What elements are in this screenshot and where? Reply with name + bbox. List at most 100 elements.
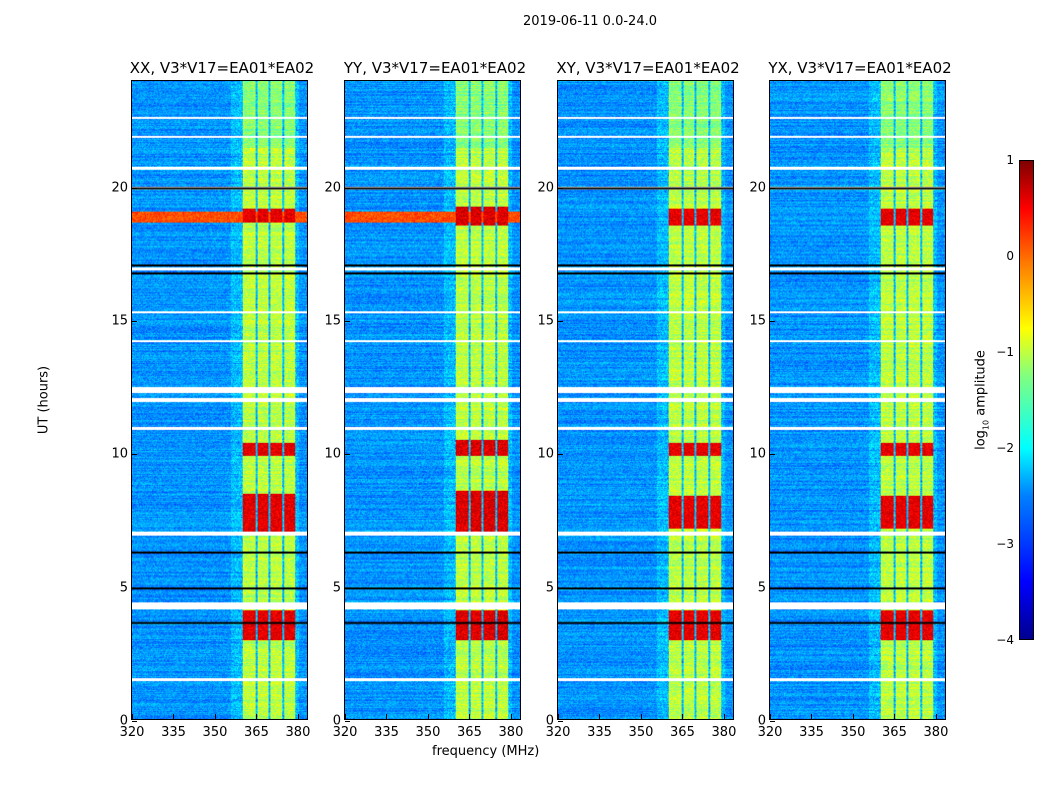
x-tick: [640, 714, 642, 719]
y-tick-label: 20: [324, 180, 341, 196]
y-tick: [132, 587, 137, 589]
x-tick: [469, 714, 471, 719]
x-tick-label: 335: [161, 725, 186, 740]
y-tick: [558, 587, 563, 589]
y-tick-label: 15: [324, 313, 341, 329]
x-tick: [297, 714, 299, 719]
y-tick-label: 20: [749, 180, 766, 196]
y-tick-label: 0: [119, 713, 128, 729]
y-tick: [558, 187, 563, 189]
x-tick: [935, 714, 937, 719]
panel-title: XX, V3*V17=EA01*EA02: [129, 59, 315, 77]
x-axis-label: frequency (MHz): [432, 744, 540, 759]
x-tick-label: 350: [628, 725, 654, 740]
spectrogram-panel: YX, V3*V17=EA01*EA02 0 5 10 15 20 320 335 350 365…: [749, 59, 951, 740]
x-tick-label: 380: [285, 725, 311, 740]
colorbar-tick-label: −1: [996, 345, 1014, 359]
x-tick-label: 350: [415, 725, 441, 740]
x-tick-label: 350: [202, 725, 228, 740]
x-tick-label: 335: [374, 725, 399, 740]
y-tick-label: 5: [332, 580, 341, 596]
y-axis-label: UT (hours): [36, 365, 52, 435]
x-tick: [510, 714, 512, 719]
y-tick-label: 20: [537, 180, 554, 196]
colorbar-tick-label: 0: [1006, 249, 1014, 263]
y-tick-label: 0: [332, 713, 341, 729]
x-tick: [599, 714, 601, 719]
y-tick-label: 10: [749, 446, 766, 462]
x-tick-label: 320: [119, 725, 145, 740]
y-tick-label: 5: [119, 580, 128, 596]
y-tick: [345, 187, 350, 189]
x-tick: [682, 714, 684, 719]
heatmap-image: [132, 81, 307, 719]
panel-title: YY, V3*V17=EA01*EA02: [343, 59, 527, 77]
heatmap-image: [770, 81, 945, 719]
y-tick-label: 0: [757, 713, 766, 729]
x-tick: [256, 714, 258, 719]
x-tick-label: 320: [757, 725, 783, 740]
x-tick: [770, 714, 771, 719]
x-tick-label: 365: [244, 725, 269, 740]
y-tick: [132, 187, 137, 189]
colorbar: [1019, 160, 1034, 640]
colorbar-label: log10 amplitude: [973, 350, 991, 450]
y-tick: [770, 187, 775, 189]
y-tick: [558, 454, 563, 456]
x-tick: [558, 714, 559, 719]
figure-title: 2019-06-11 0.0-24.0: [523, 14, 657, 29]
x-tick: [345, 714, 346, 719]
y-tick-label: 20: [111, 180, 128, 196]
x-tick: [811, 714, 813, 719]
y-tick: [345, 587, 350, 589]
y-tick-label: 10: [111, 446, 128, 462]
y-tick: [770, 321, 775, 322]
x-tick-label: 380: [711, 725, 737, 740]
spectrogram-panel: XX, V3*V17=EA01*EA02 0 5 10 15 20 320 335 350 365…: [111, 59, 314, 740]
y-tick-label: 0: [545, 713, 554, 729]
y-tick: [558, 721, 563, 722]
x-tick-label: 380: [923, 725, 949, 740]
y-tick: [558, 321, 563, 322]
x-tick: [894, 714, 896, 719]
y-tick: [132, 321, 137, 322]
y-tick: [770, 454, 775, 456]
x-tick-label: 335: [799, 725, 824, 740]
colorbar-tick-label: −4: [996, 633, 1014, 647]
heatmap-image: [558, 81, 733, 719]
y-tick-label: 10: [324, 446, 341, 462]
y-tick-label: 5: [545, 580, 554, 596]
x-tick-label: 350: [840, 725, 866, 740]
x-tick: [427, 714, 429, 719]
y-tick-label: 15: [111, 313, 128, 329]
colorbar-tick-label: −2: [996, 441, 1014, 455]
x-tick: [852, 714, 854, 719]
x-tick: [214, 714, 216, 719]
y-tick: [345, 721, 350, 722]
y-tick: [345, 321, 350, 322]
y-tick: [345, 454, 350, 456]
x-tick: [173, 714, 175, 719]
x-tick-label: 365: [882, 725, 907, 740]
y-tick: [770, 721, 775, 722]
heatmap-image: [345, 81, 520, 719]
y-tick-label: 5: [757, 580, 766, 596]
panel-title: YX, V3*V17=EA01*EA02: [768, 59, 952, 77]
y-tick-label: 15: [749, 313, 766, 329]
panel-title: XY, V3*V17=EA01*EA02: [556, 59, 740, 77]
x-tick-label: 380: [498, 725, 524, 740]
x-tick: [132, 714, 133, 719]
spectrogram-panel: YY, V3*V17=EA01*EA02 0 5 10 15 20 320 335 350 365…: [324, 59, 526, 740]
y-tick-label: 10: [537, 446, 554, 462]
y-tick: [770, 587, 775, 589]
x-tick: [723, 714, 725, 719]
x-tick-label: 365: [670, 725, 695, 740]
colorbar-tick-label: −3: [996, 537, 1014, 551]
x-tick-label: 320: [332, 725, 358, 740]
colorbar-tick-label: 1: [1006, 153, 1014, 167]
x-tick: [386, 714, 388, 719]
x-tick-label: 320: [545, 725, 571, 740]
y-tick: [132, 454, 137, 456]
x-tick-label: 335: [587, 725, 612, 740]
